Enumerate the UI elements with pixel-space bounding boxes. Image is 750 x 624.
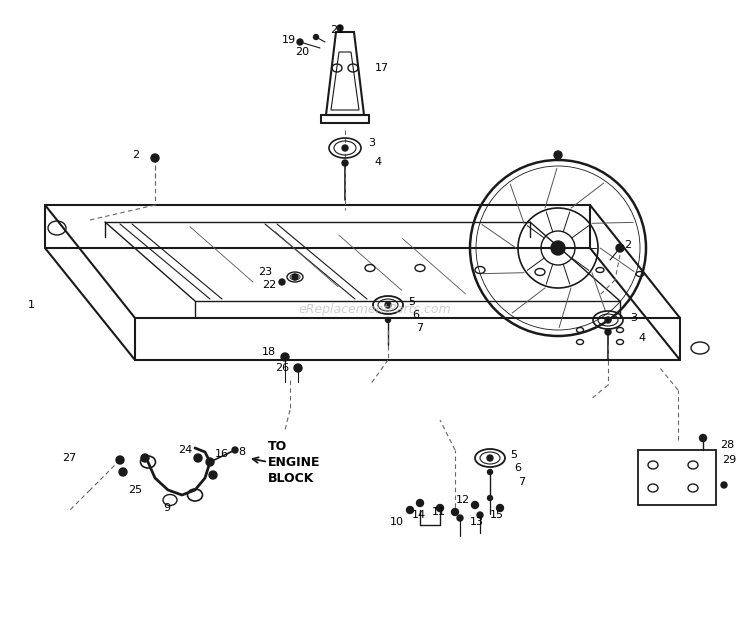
Text: 2: 2 (624, 240, 632, 250)
Text: 9: 9 (163, 503, 170, 513)
Circle shape (116, 456, 124, 464)
Text: 8: 8 (238, 447, 245, 457)
Text: 11: 11 (432, 507, 446, 517)
Circle shape (342, 145, 348, 151)
Circle shape (386, 318, 391, 323)
Circle shape (436, 504, 443, 512)
Text: eReplacementParts.com: eReplacementParts.com (298, 303, 452, 316)
Circle shape (616, 244, 624, 252)
Text: 7: 7 (518, 477, 525, 487)
Circle shape (206, 458, 214, 466)
Text: 28: 28 (720, 440, 734, 450)
Text: 26: 26 (275, 363, 290, 373)
Text: 27: 27 (62, 453, 76, 463)
Text: 20: 20 (295, 47, 309, 57)
Circle shape (700, 434, 706, 442)
Circle shape (314, 34, 319, 39)
Circle shape (151, 154, 159, 162)
Circle shape (487, 455, 493, 461)
Text: 6: 6 (412, 310, 419, 320)
Circle shape (406, 507, 413, 514)
Text: 3: 3 (368, 138, 375, 148)
Circle shape (488, 495, 493, 500)
Text: 29: 29 (722, 455, 736, 465)
Circle shape (342, 160, 348, 166)
Circle shape (292, 274, 298, 280)
Text: TO
ENGINE
BLOCK: TO ENGINE BLOCK (268, 439, 320, 484)
Text: 21: 21 (330, 25, 344, 35)
Circle shape (294, 364, 302, 372)
Text: 12: 12 (456, 495, 470, 505)
Circle shape (472, 502, 478, 509)
Circle shape (605, 317, 611, 323)
Circle shape (416, 499, 424, 507)
Circle shape (452, 509, 458, 515)
Text: 10: 10 (390, 517, 404, 527)
Circle shape (551, 241, 565, 255)
Circle shape (232, 447, 238, 453)
Circle shape (297, 39, 303, 45)
Circle shape (281, 353, 289, 361)
Text: 23: 23 (258, 267, 272, 277)
Text: 18: 18 (262, 347, 276, 357)
Text: 22: 22 (262, 280, 276, 290)
Circle shape (488, 469, 493, 474)
Circle shape (477, 512, 483, 518)
Text: 3: 3 (630, 313, 637, 323)
Text: 4: 4 (374, 157, 381, 167)
Circle shape (385, 302, 391, 308)
Text: 5: 5 (408, 297, 415, 307)
Circle shape (279, 279, 285, 285)
Circle shape (605, 329, 611, 335)
Text: 6: 6 (514, 463, 521, 473)
Text: 13: 13 (470, 517, 484, 527)
Circle shape (337, 25, 343, 31)
Text: 15: 15 (490, 510, 504, 520)
Text: 25: 25 (128, 485, 142, 495)
Circle shape (554, 151, 562, 159)
Circle shape (457, 515, 463, 521)
Circle shape (721, 482, 727, 488)
Circle shape (496, 504, 503, 512)
Circle shape (209, 471, 217, 479)
Circle shape (119, 468, 127, 476)
Text: 7: 7 (416, 323, 423, 333)
Text: 24: 24 (178, 445, 192, 455)
Text: 16: 16 (215, 449, 229, 459)
Text: 19: 19 (282, 35, 296, 45)
Text: 14: 14 (412, 510, 426, 520)
Text: 17: 17 (375, 63, 389, 73)
Circle shape (141, 454, 149, 462)
Text: 5: 5 (510, 450, 517, 460)
Text: 4: 4 (638, 333, 645, 343)
Text: 2: 2 (132, 150, 140, 160)
Circle shape (194, 454, 202, 462)
Text: 1: 1 (28, 300, 35, 310)
